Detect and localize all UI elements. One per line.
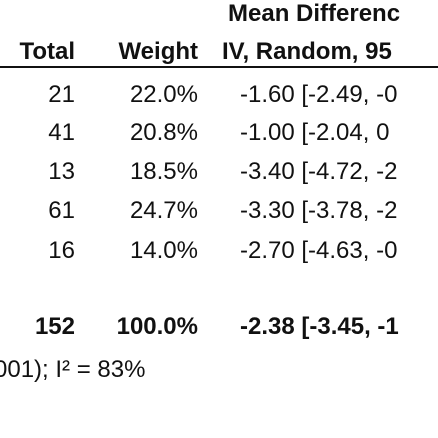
table-cell: -1.00 [-2.04, 0 [240, 119, 390, 146]
total-cell: -2.38 [-3.45, -1 [240, 313, 399, 340]
total-cell: 100.0% [116, 313, 198, 340]
column-header: Total [19, 38, 75, 65]
column-header: IV, Random, 95 [222, 38, 392, 65]
heterogeneity-text: 001); I² = 83% [0, 356, 146, 383]
table-cell: 21 [48, 81, 75, 108]
group-title: Mean Differenc [228, 0, 401, 27]
total-cell: 152 [34, 313, 75, 340]
table-cell: -1.60 [-2.49, -0 [240, 81, 398, 108]
column-header: Weight [118, 38, 198, 65]
header-rule [0, 66, 438, 68]
table-cell: 41 [48, 119, 75, 146]
table-cell: 61 [48, 197, 75, 224]
table-cell: -3.30 [-3.78, -2 [240, 197, 398, 224]
table-cell: 24.7% [129, 197, 198, 224]
table-cell: -2.70 [-4.63, -0 [240, 237, 398, 264]
table-cell: -3.40 [-4.72, -2 [240, 158, 398, 185]
table-cell: 18.5% [129, 158, 198, 185]
table-cell: 14.0% [129, 237, 198, 264]
table-cell: 22.0% [129, 81, 198, 108]
table-cell: 13 [48, 158, 75, 185]
table-cell: 20.8% [129, 119, 198, 146]
table-cell: 16 [48, 237, 75, 264]
